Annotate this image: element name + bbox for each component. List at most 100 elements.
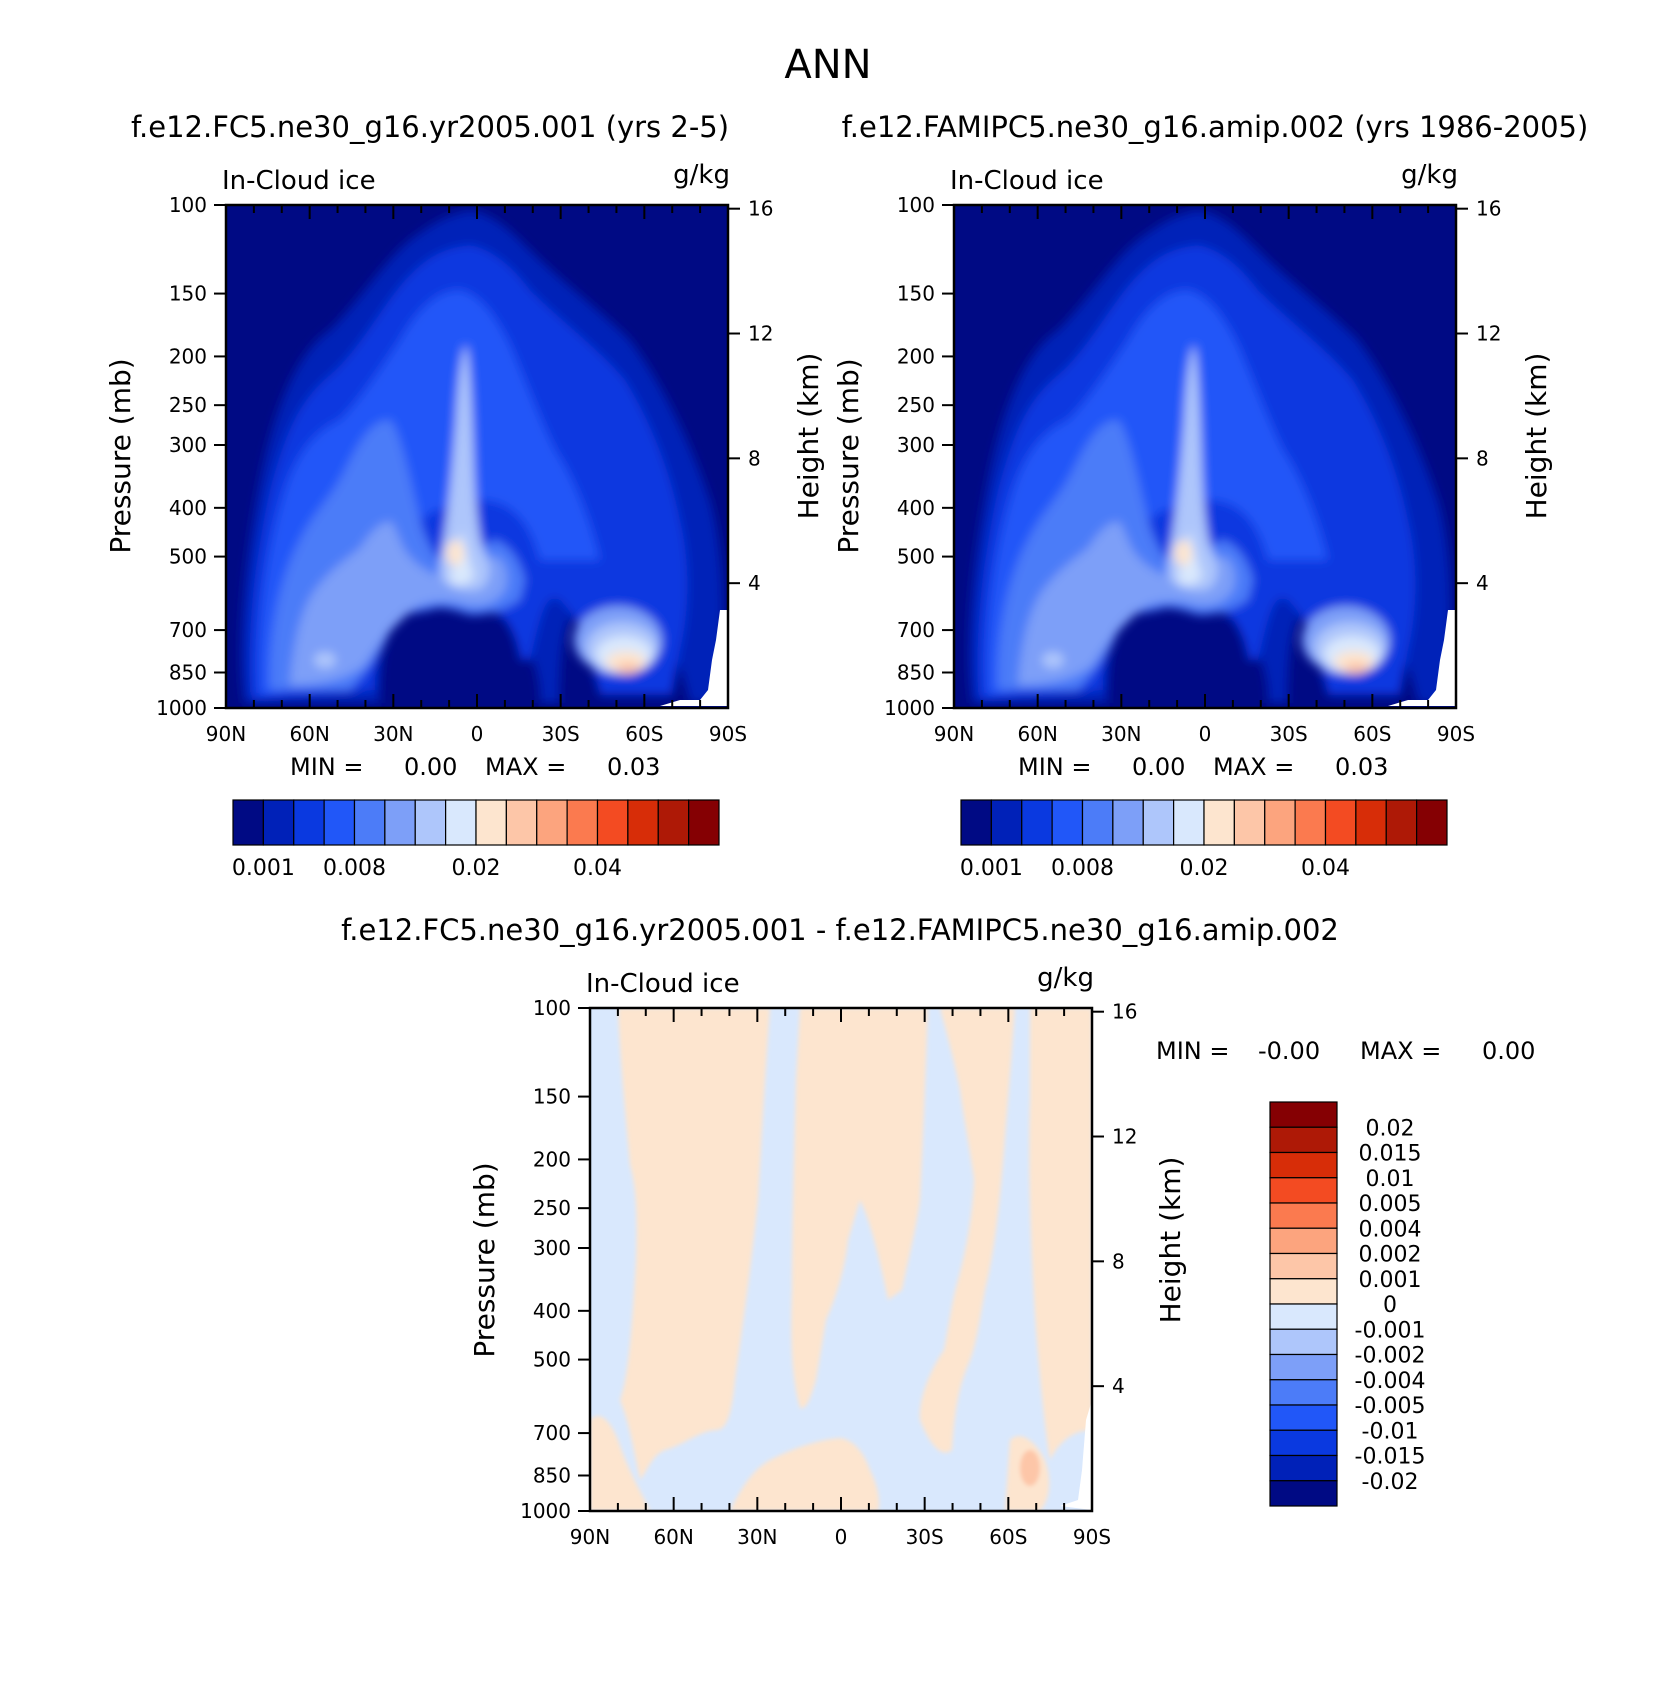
y-tick-label: 500 bbox=[897, 545, 935, 569]
level-10-south bbox=[617, 662, 639, 674]
colorbar-swatch bbox=[293, 799, 325, 846]
y-tick-label: 400 bbox=[533, 1299, 571, 1323]
left-field-label: In-Cloud ice bbox=[222, 166, 376, 196]
colorbar-swatch bbox=[414, 799, 447, 846]
colorbar-label: -0.01 bbox=[1362, 1419, 1419, 1444]
min-value: -0.00 bbox=[1258, 1037, 1320, 1065]
colorbar-swatch bbox=[1269, 1353, 1338, 1381]
y2-tick-label: 16 bbox=[1112, 1000, 1137, 1024]
y2-axis-label: Height (km) bbox=[792, 353, 825, 520]
colorbar-label: 0.04 bbox=[573, 856, 622, 881]
left-field-label: In-Cloud ice bbox=[950, 166, 1104, 196]
min-label: MIN = bbox=[290, 753, 363, 781]
colorbar-label: 0.002 bbox=[1359, 1243, 1422, 1268]
colorbar-swatch bbox=[1385, 799, 1418, 846]
level-pos-001-a bbox=[618, 1008, 770, 1480]
y2-tick-label: 16 bbox=[748, 197, 773, 221]
y-tick-label: 150 bbox=[533, 1085, 571, 1109]
y-tick-label: 300 bbox=[169, 433, 207, 457]
min-value: 0.00 bbox=[404, 753, 457, 781]
y2-tick-label: 16 bbox=[1476, 197, 1501, 221]
colorbar-swatch bbox=[445, 799, 477, 846]
level-6 bbox=[290, 521, 507, 685]
x-tick-label: 90N bbox=[570, 1525, 610, 1549]
colorbar-label: 0.008 bbox=[1051, 856, 1114, 881]
y-tick-label: 250 bbox=[169, 393, 207, 417]
level-7 bbox=[440, 345, 490, 591]
right-units-label: g/kg bbox=[673, 160, 730, 190]
level-6 bbox=[1018, 521, 1235, 685]
colorbar-swatch bbox=[1269, 1126, 1338, 1154]
x-tick-label: 30S bbox=[906, 1525, 944, 1549]
colorbar-swatch bbox=[1269, 1177, 1338, 1204]
colorbar-label: 0.02 bbox=[452, 856, 501, 881]
y-tick-label: 200 bbox=[897, 344, 935, 368]
panel-difference: f.e12.FC5.ne30_g16.yr2005.001 - f.e12.FA… bbox=[341, 913, 1535, 1549]
max-value: 0.03 bbox=[607, 753, 660, 781]
colorbar: 0.001 0.008 0.02 0.04 bbox=[960, 799, 1448, 881]
right-units-label: g/kg bbox=[1037, 963, 1094, 993]
y-axis: 100 150 200 250 300 400 500 700 850 1000 16 12 8 4 bbox=[520, 996, 1137, 1523]
x-tick-label: 60N bbox=[1017, 722, 1057, 746]
x-tick-label: 30N bbox=[737, 1525, 777, 1549]
x-axis: 90N 60N 30N 0 30S 60S 90S bbox=[570, 1008, 1111, 1549]
colorbar-swatch bbox=[262, 799, 295, 846]
x-axis: 90N 60N 30N 0 30S 60S 90S bbox=[206, 205, 747, 746]
y-tick-label: 300 bbox=[897, 433, 935, 457]
colorbar: 0.020.0150.010.0050.0040.0020.0010-0.001… bbox=[1269, 1101, 1426, 1507]
colorbar-label: 0.004 bbox=[1359, 1217, 1422, 1242]
missing-data-region bbox=[660, 610, 728, 706]
x-tick-label: 60N bbox=[653, 1525, 693, 1549]
y-tick-label: 700 bbox=[897, 618, 935, 642]
min-label: MIN = bbox=[1018, 753, 1091, 781]
x-axis: 90N 60N 30N 0 30S 60S 90S bbox=[934, 205, 1475, 746]
colorbar-swatch bbox=[1264, 799, 1296, 846]
colorbar-swatch bbox=[1269, 1101, 1338, 1128]
right-units-label: g/kg bbox=[1401, 160, 1458, 190]
colorbar-label: 0.001 bbox=[960, 856, 1023, 881]
x-tick-label: 30N bbox=[373, 722, 413, 746]
y-tick-label: 1000 bbox=[884, 696, 935, 720]
colorbar-swatch bbox=[1269, 1328, 1338, 1356]
colorbar-swatch bbox=[596, 799, 629, 846]
colorbar-swatch bbox=[960, 799, 992, 846]
x-tick-label: 0 bbox=[835, 1525, 848, 1549]
colorbar-swatch bbox=[1269, 1278, 1338, 1305]
colorbar-swatch bbox=[323, 799, 356, 846]
x-tick-label: 90S bbox=[1073, 1525, 1111, 1549]
y-tick-label: 500 bbox=[533, 1348, 571, 1372]
max-label: MAX = bbox=[485, 753, 566, 781]
level-10-south bbox=[1345, 662, 1367, 674]
colorbar-swatch bbox=[536, 799, 568, 846]
missing-data-region bbox=[1060, 1400, 1092, 1510]
y2-tick-label: 12 bbox=[748, 322, 773, 346]
colorbar-swatch bbox=[353, 799, 386, 846]
y-tick-label: 150 bbox=[169, 282, 207, 306]
colorbar-swatch bbox=[657, 799, 690, 846]
y-tick-label: 200 bbox=[533, 1147, 571, 1171]
colorbar-swatch bbox=[232, 799, 264, 846]
colorbar-label: 0.02 bbox=[1180, 856, 1229, 881]
panel-amip-run: f.e12.FAMIPC5.ne30_g16.amip.002 (yrs 198… bbox=[832, 110, 1588, 881]
y2-axis-label: Height (km) bbox=[1520, 353, 1553, 520]
contour-field bbox=[954, 205, 1456, 708]
y-tick-label: 100 bbox=[169, 193, 207, 217]
colorbar-label: 0 bbox=[1383, 1293, 1397, 1318]
colorbar-label: 0.001 bbox=[232, 856, 295, 881]
colorbar-label: -0.02 bbox=[1362, 1470, 1419, 1495]
colorbar-label: -0.015 bbox=[1355, 1445, 1426, 1470]
y-axis-label: Pressure (mb) bbox=[468, 1162, 501, 1357]
level-pos-001-d bbox=[1029, 1008, 1092, 1460]
colorbar-swatch bbox=[1355, 799, 1387, 846]
y-tick-label: 300 bbox=[533, 1236, 571, 1260]
y-tick-label: 200 bbox=[169, 344, 207, 368]
colorbar-label: 0.008 bbox=[323, 856, 386, 881]
contour-field bbox=[590, 1008, 1092, 1511]
colorbar-label: -0.002 bbox=[1355, 1344, 1426, 1369]
colorbar-label: -0.004 bbox=[1355, 1369, 1426, 1394]
x-tick-label: 30N bbox=[1101, 722, 1141, 746]
colorbar-swatch bbox=[1324, 799, 1357, 846]
colorbar-swatch bbox=[1269, 1480, 1338, 1507]
colorbar-label: 0.04 bbox=[1301, 856, 1350, 881]
x-tick-label: 30S bbox=[542, 722, 580, 746]
